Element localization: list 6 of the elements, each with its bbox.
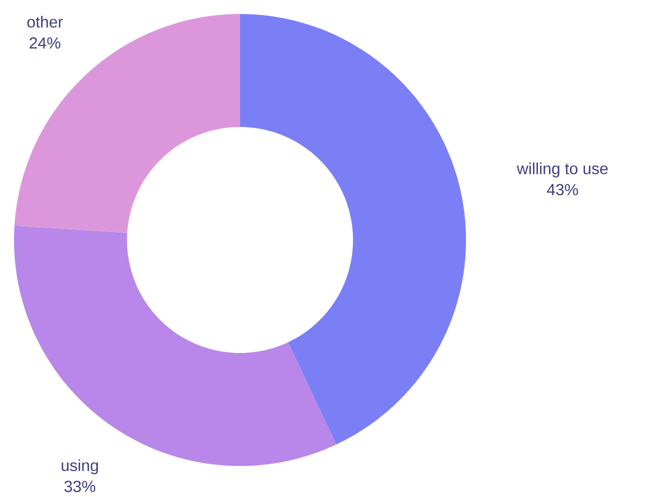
data-label: 33%: [64, 480, 96, 492]
slice-label: willing to use: [516, 162, 608, 178]
data-label: 24%: [30, 37, 60, 49]
data-label: 43%: [546, 184, 578, 196]
slice-label: using: [62, 459, 98, 474]
slice-label: other: [27, 16, 63, 28]
